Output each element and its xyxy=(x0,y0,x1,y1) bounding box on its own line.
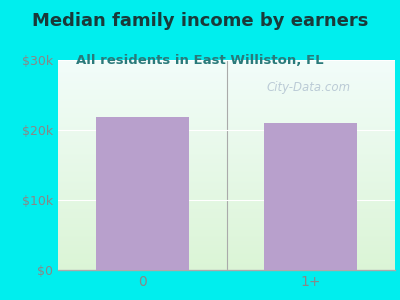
Bar xyxy=(264,123,357,270)
Text: Median family income by earners: Median family income by earners xyxy=(32,12,368,30)
Text: All residents in East Williston, FL: All residents in East Williston, FL xyxy=(76,54,324,67)
Bar xyxy=(96,117,188,270)
Text: City-Data.com: City-Data.com xyxy=(267,81,351,94)
